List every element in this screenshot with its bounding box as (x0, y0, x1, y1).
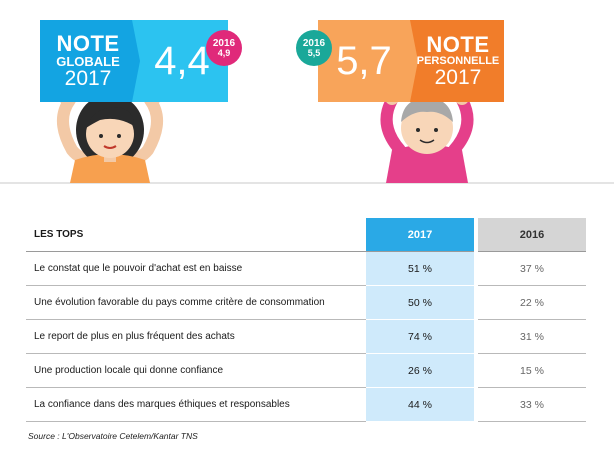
row-value-2017: 44 % (366, 388, 474, 422)
row-label: La confiance dans des marques éthiques e… (26, 388, 366, 422)
table-header-row: LES TOPS 2017 2016 (26, 218, 586, 252)
right-note-word: NOTE (426, 31, 490, 57)
header-2017: 2017 (366, 218, 474, 252)
header-label: LES TOPS (26, 218, 366, 252)
row-value-2017: 26 % (366, 354, 474, 388)
tops-table: LES TOPS 2017 2016 Le constat que le pou… (26, 218, 586, 422)
right-note-year: 2017 (434, 66, 482, 90)
table-row: Le constat que le pouvoir d'achat est en… (26, 252, 586, 286)
left-note-sub: GLOBALE (56, 53, 120, 69)
table-row: Une production locale qui donne confianc… (26, 354, 586, 388)
left-sign-value: 4,4 (154, 38, 210, 83)
right-sign-value: 5,7 (336, 38, 392, 83)
left-badge-year: 2016 (212, 37, 236, 49)
row-label: Le constat que le pouvoir d'achat est en… (26, 252, 366, 286)
row-value-2016: 31 % (478, 320, 586, 354)
row-value-2016: 22 % (478, 286, 586, 320)
table-row: Une évolution favorable du pays comme cr… (26, 286, 586, 320)
man-figure (380, 91, 474, 183)
row-value-2016: 33 % (478, 388, 586, 422)
table-row: Le report de plus en plus fréquent des a… (26, 320, 586, 354)
right-badge-year: 2016 (302, 37, 326, 49)
woman-figure (57, 91, 163, 183)
source-note: Source : L'Observatoire Cetelem/Kantar T… (28, 431, 198, 441)
right-badge-value: 5,5 (307, 47, 321, 58)
left-badge-2016: 2016 4,9 (206, 30, 242, 66)
row-label: Le report de plus en plus fréquent des a… (26, 320, 366, 354)
row-value-2017: 50 % (366, 286, 474, 320)
left-sign-title: NOTE GLOBALE 2017 (44, 24, 132, 98)
table-row: La confiance dans des marques éthiques e… (26, 388, 586, 422)
right-sign-dark-panel (410, 20, 504, 102)
row-value-2016: 37 % (478, 252, 586, 286)
row-label: Une production locale qui donne confianc… (26, 354, 366, 388)
row-value-2016: 15 % (478, 354, 586, 388)
row-value-2017: 74 % (366, 320, 474, 354)
right-sign-title: NOTE PERSONNELLE 2017 (414, 24, 502, 98)
row-value-2017: 51 % (366, 252, 474, 286)
header-2016: 2016 (478, 218, 586, 252)
right-note-sub: PERSONNELLE (416, 54, 500, 67)
row-label: Une évolution favorable du pays comme cr… (26, 286, 366, 320)
left-sign-dark-panel (40, 20, 138, 102)
illustration-area: NOTE GLOBALE 2017 4,4 2016 4,9 5,7 NOTE … (0, 0, 614, 200)
right-badge-2016: 2016 5,5 (296, 30, 332, 66)
left-badge-value: 4,9 (217, 47, 231, 58)
right-sign-light-panel (318, 20, 418, 102)
left-note-word: NOTE (56, 30, 120, 56)
illustration-figures (0, 20, 614, 184)
left-note-year: 2017 (64, 67, 112, 91)
